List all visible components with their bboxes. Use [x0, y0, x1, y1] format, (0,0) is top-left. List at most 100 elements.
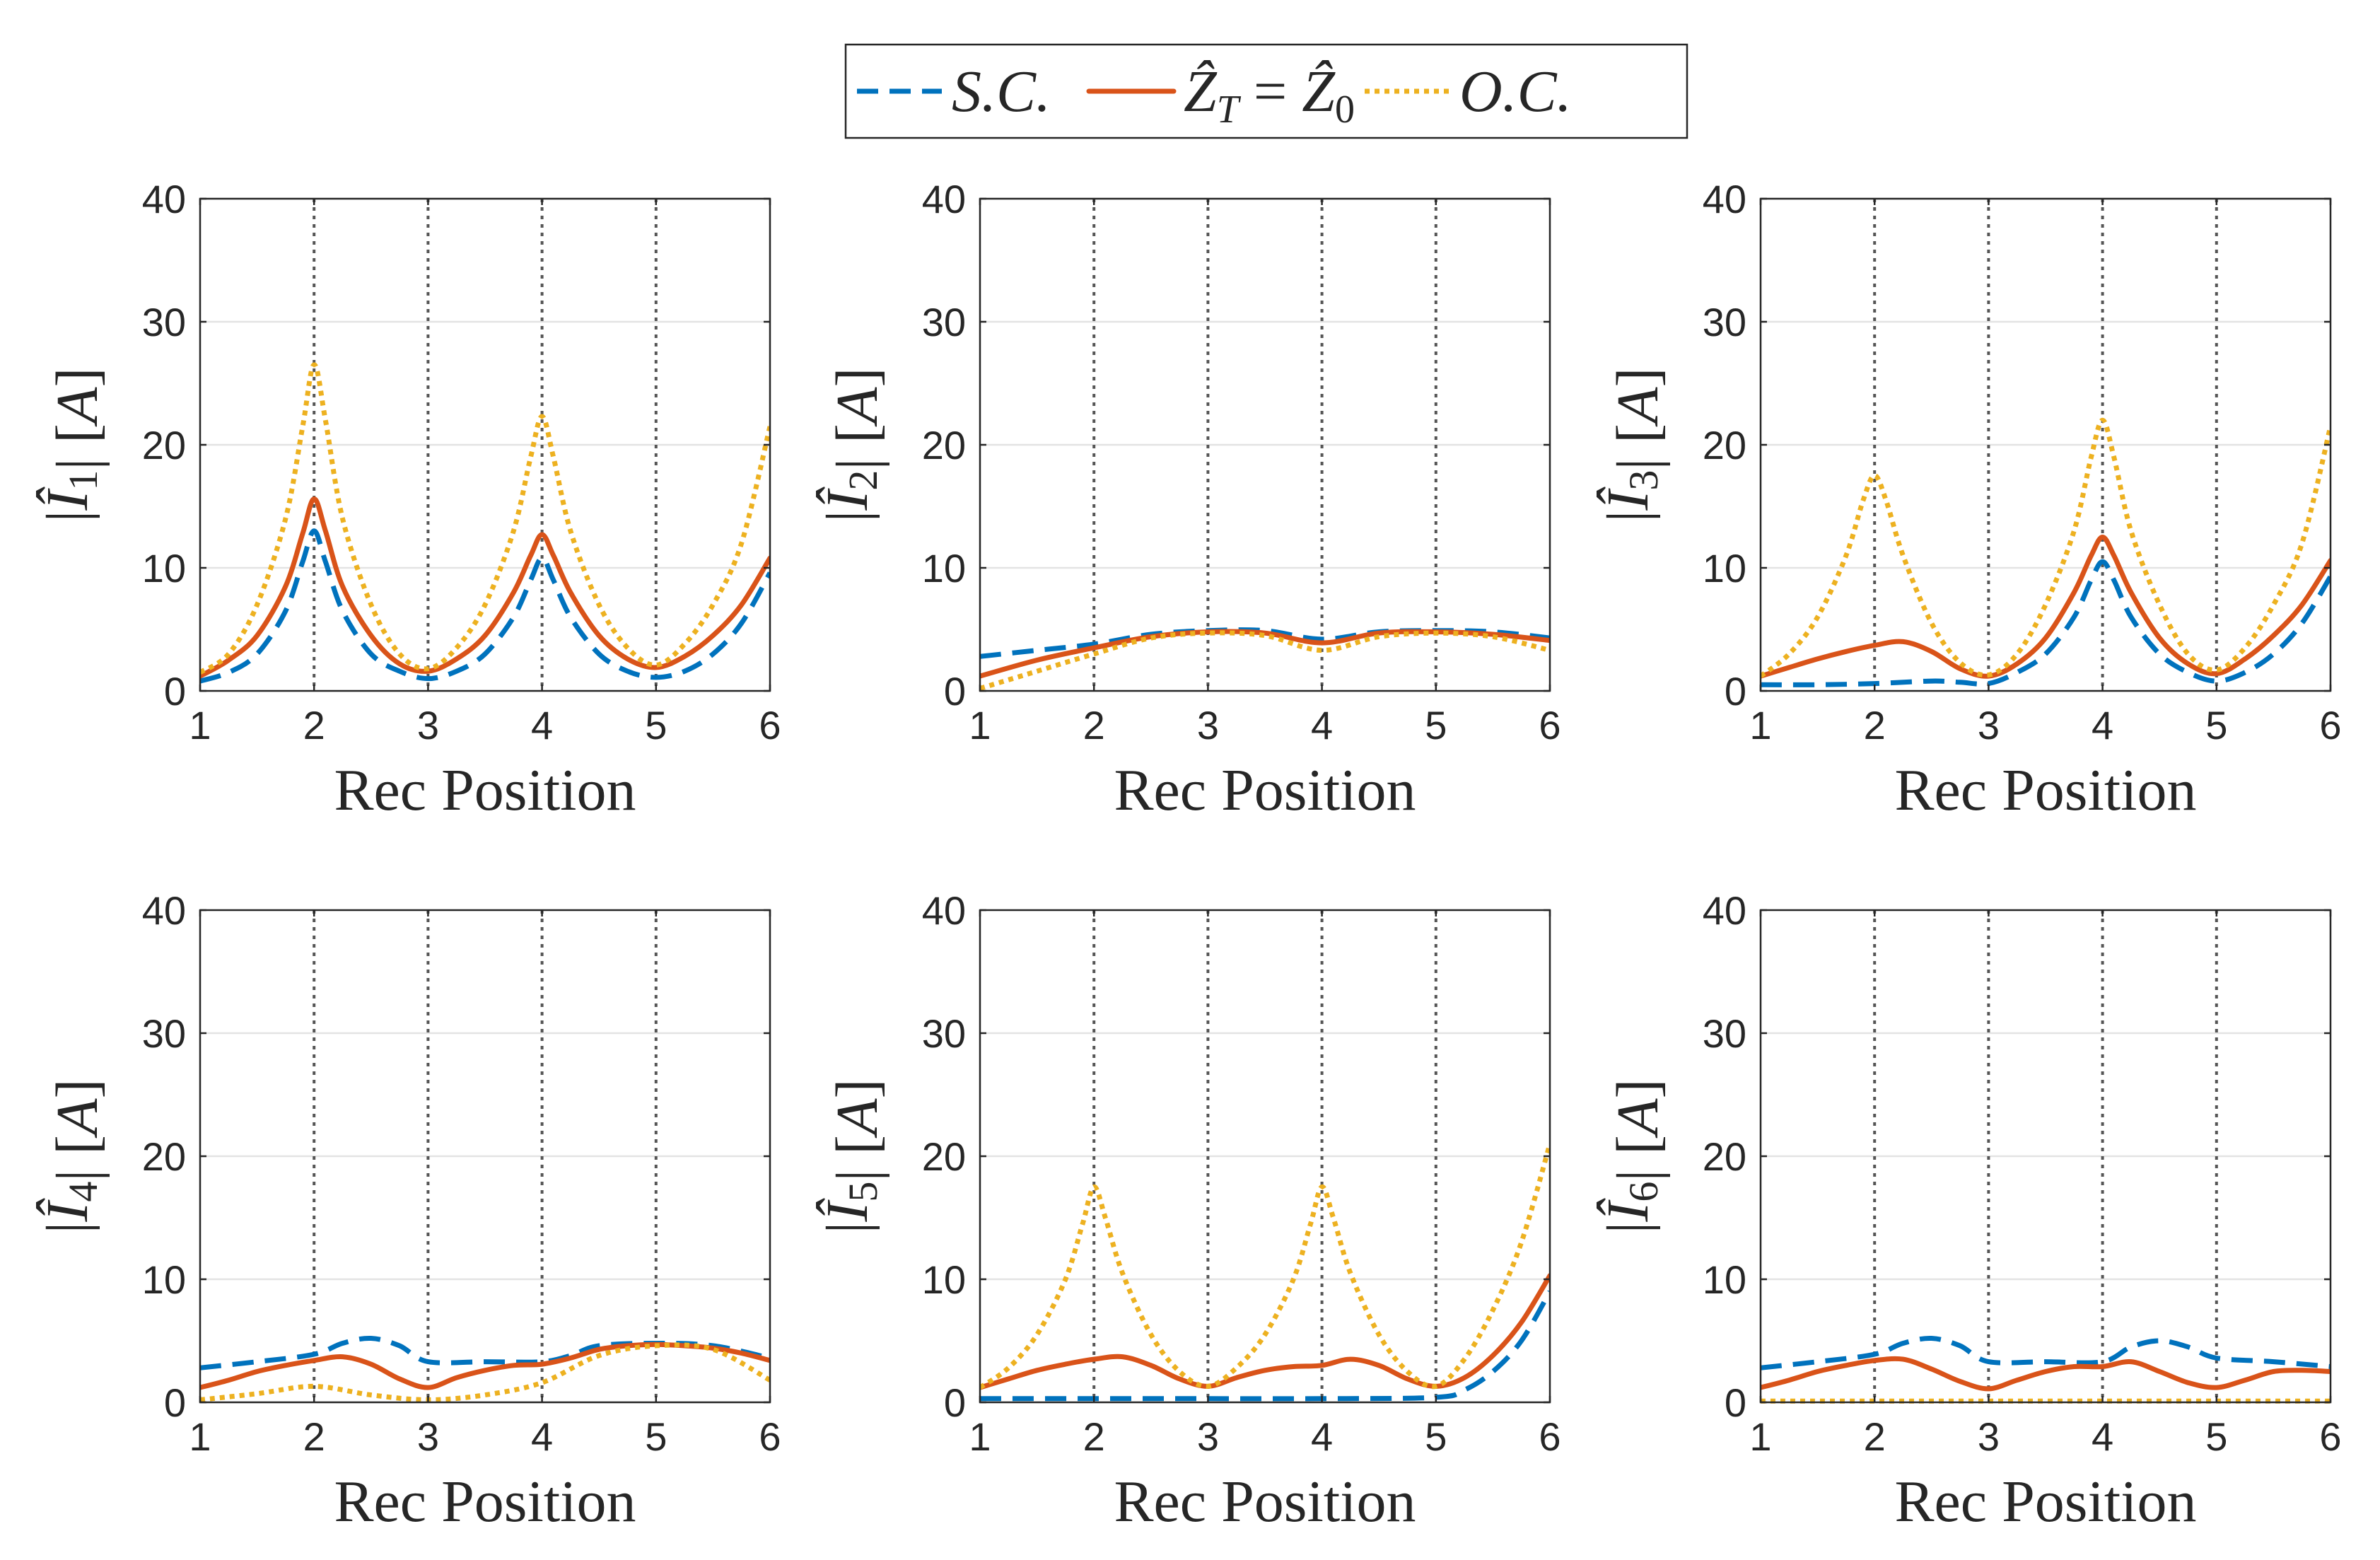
series-line-zt: [1761, 535, 2331, 679]
x-tick-label: 6: [1539, 703, 1561, 747]
subplot-4: 1 2 3 4 5 6 0 10 20 30 40 Rec Position |Î4| [A]: [35, 888, 781, 1535]
x-tick-label: 1: [1749, 703, 1771, 747]
y-axis-label: |Î6| [A]: [1595, 1079, 1671, 1234]
series-line-sc: [1761, 1335, 2331, 1370]
y-tick-label: 0: [164, 1380, 186, 1425]
y-tick-label: 40: [922, 888, 966, 933]
series-line-oc: [200, 362, 770, 675]
y-tick-label: 20: [922, 423, 966, 467]
series-line-zt: [1761, 1356, 2331, 1392]
x-tick-label: 4: [1311, 703, 1333, 747]
x-axis-label: Rec Position: [334, 757, 636, 823]
y-axis-label: |Î2| [A]: [815, 368, 890, 523]
x-tick-label: 5: [1425, 1414, 1447, 1459]
y-tick-label: 40: [142, 888, 186, 933]
x-axis-label: Rec Position: [1894, 1469, 2196, 1535]
x-tick-label: 4: [1311, 1414, 1333, 1459]
y-axis-label: |Î4| [A]: [35, 1079, 110, 1234]
x-tick-label: 1: [969, 703, 991, 747]
legend: S.C. ẐT = Ẑ0 O.C.: [844, 43, 1688, 139]
legend-label-oc: O.C.: [1459, 59, 1572, 124]
y-tick-label: 20: [922, 1134, 966, 1179]
subplot-6: 1 2 3 4 5 6 0 10 20 30 40 Rec Position |Î6| [A]: [1595, 888, 2342, 1535]
y-tick-label: 30: [922, 1011, 966, 1056]
y-tick-label: 40: [1703, 177, 1746, 221]
series-line-sc: [200, 528, 770, 684]
series-line-sc: [1761, 559, 2331, 687]
y-axis-label: |Î1| [A]: [35, 368, 110, 523]
y-tick-label: 20: [142, 423, 186, 467]
y-tick-label: 40: [1703, 888, 1746, 933]
x-tick-label: 6: [2319, 1414, 2341, 1459]
y-axis-label: |Î5| [A]: [815, 1079, 890, 1234]
series-line-zt: [980, 1273, 1550, 1390]
legend-entry-oc: O.C.: [1365, 59, 1572, 124]
y-tick-label: 10: [142, 1257, 186, 1302]
x-tick-label: 4: [2092, 1414, 2113, 1459]
subplot-2: 1 2 3 4 5 6 0 10 20 30 40 Rec Position |Î2| [A]: [815, 177, 1561, 823]
y-tick-label: 30: [142, 300, 186, 344]
y-tick-label: 20: [142, 1134, 186, 1179]
series-line-sc: [980, 1290, 1550, 1402]
x-axis-label: Rec Position: [334, 1469, 636, 1535]
x-tick-label: 2: [1864, 703, 1886, 747]
y-tick-label: 0: [944, 669, 966, 714]
y-tick-label: 30: [142, 1011, 186, 1056]
x-tick-label: 4: [531, 1414, 553, 1459]
x-tick-label: 4: [531, 703, 553, 747]
y-tick-label: 30: [1703, 300, 1746, 344]
x-tick-label: 2: [1083, 1414, 1105, 1459]
x-tick-label: 6: [2319, 703, 2341, 747]
x-axis-label: Rec Position: [1114, 757, 1416, 823]
y-tick-label: 30: [922, 300, 966, 344]
y-tick-label: 0: [944, 1380, 966, 1425]
y-tick-label: 0: [164, 669, 186, 714]
legend-label-zt: ẐT = Ẑ0: [1184, 59, 1355, 132]
x-tick-label: 5: [2205, 1414, 2227, 1459]
y-tick-label: 10: [142, 546, 186, 590]
x-tick-label: 1: [189, 1414, 211, 1459]
x-tick-label: 3: [417, 703, 439, 747]
x-tick-label: 3: [1197, 1414, 1219, 1459]
subplot-5: 1 2 3 4 5 6 0 10 20 30 40 Rec Position |Î5| [A]: [815, 888, 1561, 1535]
y-tick-label: 40: [922, 177, 966, 221]
y-tick-label: 0: [1725, 669, 1746, 714]
x-tick-label: 5: [1425, 703, 1447, 747]
y-tick-label: 0: [1725, 1380, 1746, 1425]
x-tick-label: 6: [1539, 1414, 1561, 1459]
y-tick-label: 10: [1703, 1257, 1746, 1302]
y-tick-label: 10: [1703, 546, 1746, 590]
x-tick-label: 5: [2205, 703, 2227, 747]
x-axis-label: Rec Position: [1894, 757, 2196, 823]
series-line-oc: [980, 1143, 1550, 1390]
series-line-oc: [1761, 417, 2331, 678]
x-tick-label: 5: [645, 1414, 667, 1459]
series-line-zt: [200, 496, 770, 679]
y-tick-label: 30: [1703, 1011, 1746, 1056]
x-tick-label: 3: [417, 1414, 439, 1459]
x-tick-label: 1: [189, 703, 211, 747]
x-tick-label: 6: [759, 703, 781, 747]
legend-entry-sc: S.C.: [857, 59, 1051, 124]
x-axis-label: Rec Position: [1114, 1469, 1416, 1535]
legend-box: [844, 43, 1688, 139]
x-tick-label: 1: [1749, 1414, 1771, 1459]
x-tick-label: 1: [969, 1414, 991, 1459]
x-tick-label: 6: [759, 1414, 781, 1459]
y-tick-label: 40: [142, 177, 186, 221]
y-tick-label: 10: [922, 1257, 966, 1302]
subplot-3: 1 2 3 4 5 6 0 10 20 30 40 Rec Position |Î3| [A]: [1595, 177, 2342, 823]
y-axis-label: |Î3| [A]: [1595, 368, 1671, 523]
x-tick-label: 2: [1864, 1414, 1886, 1459]
series-line-zt: [980, 629, 1550, 679]
x-tick-label: 4: [2092, 703, 2113, 747]
legend-entry-zt: ẐT = Ẑ0: [1086, 59, 1355, 132]
legend-label-sc: S.C.: [952, 59, 1051, 124]
y-tick-label: 10: [922, 546, 966, 590]
x-tick-label: 3: [1978, 1414, 2000, 1459]
subplot-1: 1 2 3 4 5 6 0 10 20 30 40 Rec Position |Î1| [A]: [35, 177, 781, 823]
y-tick-label: 20: [1703, 1134, 1746, 1179]
x-tick-label: 5: [645, 703, 667, 747]
